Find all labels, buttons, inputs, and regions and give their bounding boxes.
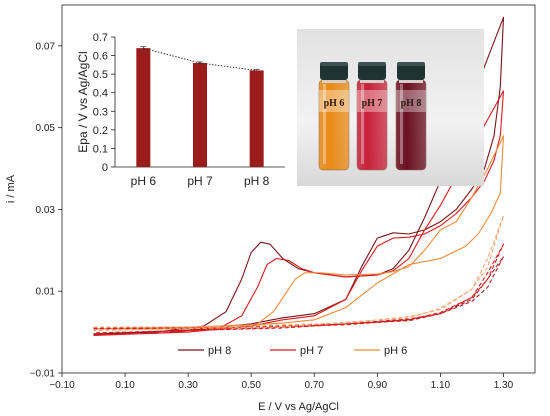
vial-highlight [323,84,326,164]
inset-y-tick-label: 0.3 [93,106,108,118]
vial-highlight [400,84,403,164]
inset-y-tick-label: 0.6 [93,51,108,63]
series-line-ph-7-blank- [93,243,505,334]
legend-label: pH 6 [384,345,407,357]
vial-label: pH 6 [324,98,345,109]
vial-1: pH 6 [318,62,350,171]
vial-2: pH 7 [356,62,388,171]
inset-y-tick-label: 0.1 [93,143,108,155]
series-line-ph-7 [93,90,505,336]
x-tick-label: 0.70 [305,380,325,391]
vial-label-band [319,90,349,112]
inset-x-tick-label: pH 6 [131,174,157,188]
main-plot: −0.10 0.10 0.30 0.50 0.70 0.90 1.10 1.30−0.010.… [5,4,536,413]
vial-label-band [357,90,387,112]
vial-label: pH 8 [401,98,422,109]
vial-3: pH 8 [395,62,427,171]
inset-bar-ph-6 [136,48,151,168]
series-line-ph-6 [93,135,505,330]
vial-cap-top [358,62,386,66]
inset-trend-line [143,47,201,64]
series-line-ph-6-blank- [93,215,505,332]
y-tick-label: 0.07 [36,41,56,52]
y-axis-label: i / mA [5,174,17,203]
legend-label: pH 8 [208,345,231,357]
inset-bar-ph-7 [193,63,207,167]
inset-y-axis-label: Epa / V vs Ag/AgCl [76,51,90,152]
vials-photo: pH 6 pH 7 pH 8 [297,29,484,186]
inset-y-tick-label: 0.4 [93,88,108,100]
x-tick-label: 0.10 [115,380,135,391]
y-tick-label: 0.01 [36,287,56,298]
y-tick-label: −0.01 [30,369,56,380]
vial-highlight [361,84,364,164]
x-tick-label: 1.10 [431,380,451,391]
inset-y-tick-label: 0 [102,162,108,174]
vial-cap-top [320,62,348,66]
vial-cap [358,62,386,80]
vial-cap [397,62,425,80]
x-axis-label: E / V vs Ag/AgCl [258,401,339,413]
inset-y-tick-label: 0.2 [93,125,108,137]
vial-label: pH 7 [362,98,383,109]
y-tick-label: 0.05 [36,123,56,134]
y-tick-label: 0.03 [36,205,56,216]
vial-cap-top [397,62,425,66]
x-tick-label: 1.30 [494,380,514,391]
inset-y-tick-label: 0.5 [93,69,108,81]
x-tick-label: 0.50 [241,380,261,391]
vial-cap [320,62,348,80]
inset-x-tick-label: pH 8 [244,174,270,188]
inset-bar-ph-8 [249,70,264,167]
plot-frame [61,4,536,374]
x-tick-label: −0.10 [49,380,75,391]
inset-y-tick-label: 0.7 [93,32,108,44]
x-tick-label: 0.90 [368,380,388,391]
vial-label-band [396,90,426,112]
legend-label: pH 7 [300,345,323,357]
inset-trend-line [199,62,257,71]
inset-x-tick-label: pH 7 [187,174,213,188]
x-tick-label: 0.30 [178,380,198,391]
